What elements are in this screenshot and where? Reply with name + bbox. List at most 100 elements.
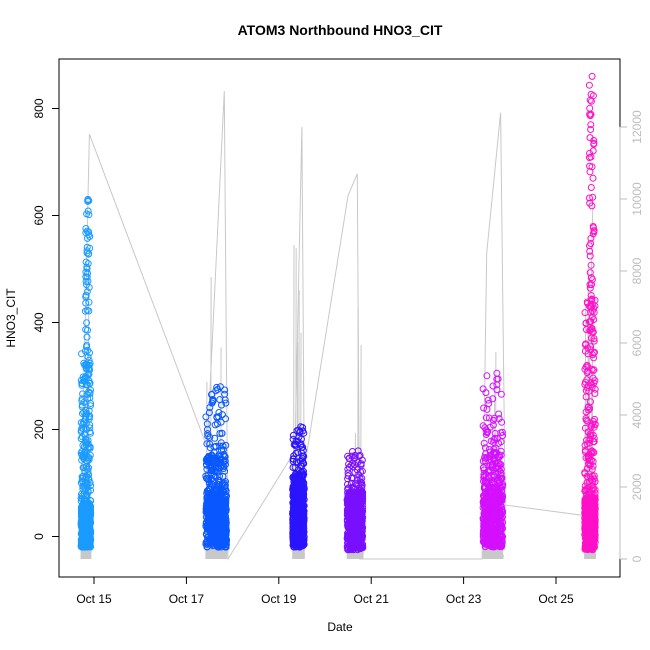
- data-point: [582, 486, 589, 493]
- data-point: [584, 541, 592, 549]
- data-point: [208, 534, 216, 542]
- secondary-spike: [502, 554, 504, 560]
- data-point: [216, 472, 223, 480]
- data-point: [202, 413, 210, 421]
- data-point: [586, 431, 594, 439]
- data-point: [495, 439, 503, 447]
- data-point: [584, 344, 592, 352]
- data-point: [582, 495, 590, 503]
- data-point: [482, 431, 490, 438]
- data-point: [203, 474, 210, 482]
- data-point: [223, 492, 230, 500]
- data-point: [484, 479, 492, 487]
- data-point: [358, 507, 366, 515]
- data-point: [583, 436, 590, 444]
- data-point: [589, 174, 597, 182]
- data-point: [77, 522, 85, 530]
- data-point: [81, 412, 89, 420]
- data-point: [80, 497, 88, 505]
- data-point: [213, 518, 221, 526]
- data-point: [214, 476, 222, 484]
- data-point: [488, 534, 496, 542]
- data-point: [206, 491, 214, 499]
- data-point: [586, 327, 594, 334]
- data-point: [82, 258, 90, 266]
- x-tick-label: Oct 23: [446, 592, 482, 606]
- data-point: [497, 522, 505, 529]
- data-point: [348, 521, 356, 529]
- data-point: [215, 483, 222, 491]
- data-point: [479, 385, 487, 393]
- data-point: [81, 416, 89, 424]
- data-point-max: [216, 383, 224, 391]
- data-point: [87, 497, 95, 505]
- data-point: [356, 451, 364, 459]
- data-point: [591, 478, 599, 486]
- data-point: [84, 260, 92, 268]
- data-point: [582, 416, 590, 424]
- data-point: [587, 121, 595, 129]
- data-point: [489, 395, 497, 403]
- data-point: [587, 261, 595, 269]
- data-point: [484, 517, 492, 525]
- data-point: [498, 428, 506, 436]
- data-point: [493, 520, 501, 528]
- data-point: [479, 504, 487, 512]
- data-point: [347, 510, 355, 518]
- data-point: [358, 482, 366, 490]
- data-point: [489, 511, 497, 519]
- data-point: [222, 488, 230, 496]
- data-point-max: [493, 369, 501, 377]
- data-point: [590, 484, 598, 492]
- y2-tick-label: 6000: [630, 329, 644, 356]
- data-point: [84, 269, 92, 277]
- data-point: [84, 437, 92, 444]
- x-tick-label: Oct 25: [538, 592, 574, 606]
- x-tick-label: Oct 19: [261, 592, 297, 606]
- data-point: [208, 399, 216, 407]
- data-point: [83, 341, 91, 349]
- data-point: [345, 460, 353, 468]
- data-point: [588, 447, 596, 455]
- data-point: [590, 140, 598, 148]
- series-oct-17-18: [202, 383, 231, 551]
- data-point: [586, 199, 594, 207]
- data-point: [348, 474, 356, 482]
- data-point: [206, 444, 214, 452]
- data-point: [297, 528, 305, 536]
- data-point: [209, 507, 217, 514]
- y-tick-label: 400: [32, 312, 46, 332]
- data-point: [86, 390, 94, 397]
- data-point: [222, 521, 230, 529]
- data-point: [84, 353, 92, 361]
- y-tick-label: 600: [32, 205, 46, 225]
- data-point: [85, 528, 93, 536]
- data-point: [498, 539, 506, 547]
- data-point: [221, 453, 229, 461]
- y-tick-label: 800: [32, 98, 46, 118]
- data-point: [82, 365, 90, 373]
- data-point: [344, 510, 352, 518]
- data-point: [209, 495, 217, 503]
- series-oct-14-15: [77, 195, 95, 551]
- data-point: [78, 543, 86, 551]
- data-point: [353, 490, 361, 498]
- data-point-max: [588, 72, 596, 80]
- data-point: [358, 527, 366, 535]
- data-point: [497, 469, 505, 477]
- data-point: [482, 414, 490, 422]
- data-point: [79, 390, 87, 398]
- data-point: [299, 540, 307, 548]
- data-point: [78, 513, 86, 521]
- data-point: [590, 435, 598, 442]
- y-tick-label: 0: [32, 533, 46, 540]
- data-point: [587, 97, 595, 105]
- data-point: [590, 503, 598, 511]
- data-point: [480, 466, 488, 474]
- data-point: [212, 521, 220, 528]
- data-point: [206, 512, 214, 520]
- data-point: [210, 449, 218, 457]
- data-point: [590, 449, 598, 457]
- data-point: [79, 441, 87, 449]
- data-point: [358, 474, 366, 482]
